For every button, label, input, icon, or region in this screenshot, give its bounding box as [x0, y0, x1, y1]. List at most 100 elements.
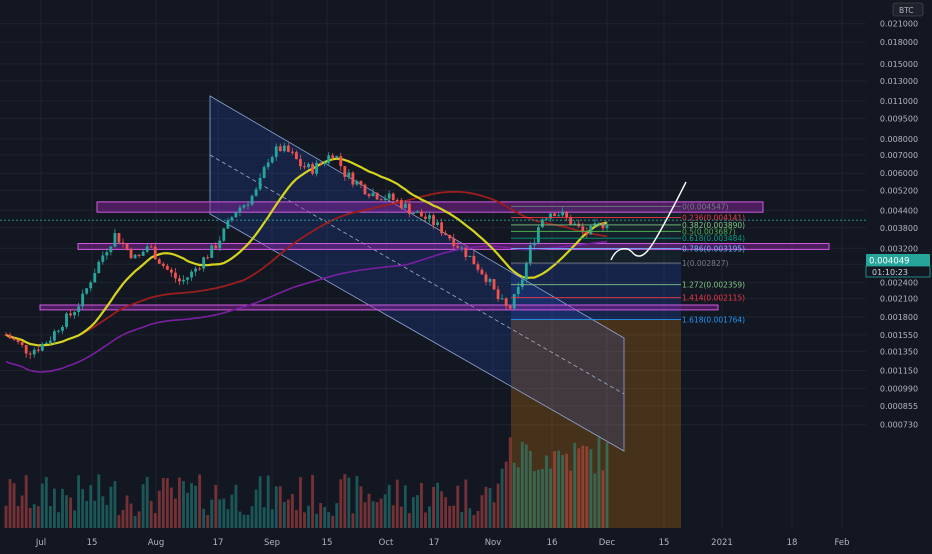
volume-bar — [230, 494, 234, 528]
price-tick-label: 0.006000 — [880, 169, 918, 178]
volume-bar — [411, 497, 415, 528]
candle-body — [242, 205, 246, 208]
volume-bar — [186, 492, 189, 528]
volume-bar — [508, 437, 512, 528]
candle-body — [73, 312, 76, 316]
time-tick-label: Nov — [485, 538, 502, 548]
candle-body — [363, 184, 367, 195]
volume-bar — [250, 506, 254, 528]
candle-body — [383, 198, 387, 200]
volume-bar — [234, 484, 238, 528]
volume-bar — [577, 448, 581, 528]
grid — [0, 0, 866, 528]
volume-bar — [597, 437, 601, 528]
candle-body — [69, 313, 72, 316]
ma-slow-line — [5, 240, 608, 373]
candlesticks — [4, 142, 609, 360]
candle-body — [355, 181, 359, 185]
volume-bar — [371, 501, 375, 528]
volume-bar — [113, 481, 117, 528]
candle-body — [436, 222, 439, 225]
candle-body — [105, 252, 109, 256]
volume-bar — [65, 495, 68, 528]
candle-body — [597, 223, 601, 225]
candle-body — [40, 343, 44, 351]
volume-bar — [4, 505, 8, 528]
volume-bar — [266, 475, 270, 528]
price-tick-label: 0.021000 — [880, 20, 918, 29]
price-tick-label: 0.003200 — [880, 244, 918, 253]
volume-bar — [12, 483, 16, 528]
zone-box — [39, 304, 719, 311]
candle-body — [65, 313, 68, 327]
candle-body — [500, 298, 504, 300]
candle-body — [169, 269, 173, 273]
volume-bar — [416, 495, 419, 528]
volume-bar — [420, 482, 423, 528]
volume-bar — [278, 486, 282, 528]
price-tick-label: 0.009500 — [880, 114, 918, 123]
candle-body — [44, 342, 48, 344]
candle-body — [391, 193, 395, 200]
candle-body — [153, 246, 157, 260]
volume-bar — [161, 477, 165, 528]
symbol-badge[interactable] — [892, 2, 924, 17]
volume-bar — [286, 499, 290, 528]
candle-body — [81, 293, 85, 307]
candle-body — [520, 279, 524, 287]
candle-body — [512, 294, 516, 309]
channel-body — [209, 95, 625, 452]
volume-bar — [178, 477, 181, 528]
candle-body — [569, 217, 573, 225]
candle-body — [496, 289, 500, 299]
candle-body — [456, 246, 460, 248]
channel-midline — [209, 154, 625, 395]
candle-body — [516, 286, 520, 295]
time-axis-bg[interactable] — [0, 528, 932, 550]
candle-body — [182, 279, 185, 282]
time-tick-label: Aug — [148, 538, 165, 548]
candle-body — [589, 225, 593, 235]
candle-body — [198, 268, 202, 270]
volume-bar — [262, 507, 266, 528]
volume-bar — [311, 474, 314, 528]
time-axis[interactable]: Jul 15 Aug 17 Sep 15 Oct 17 Nov 16 Dec 15 2021 18 Feb — [35, 538, 850, 548]
volume-bar — [355, 476, 359, 528]
volume-bar — [573, 442, 577, 528]
time-tick-label: 17 — [429, 538, 440, 548]
volume-bar — [303, 512, 306, 528]
candle-body — [581, 226, 585, 232]
candle-body — [85, 288, 89, 294]
candle-body — [174, 272, 177, 279]
candle-body — [411, 212, 415, 214]
candle-body — [89, 282, 93, 289]
fib-level-label: 0.236(0.004141) — [682, 214, 745, 223]
volume-bar — [561, 454, 565, 528]
price-tick-label: 0.000730 — [880, 421, 918, 430]
candle-body — [109, 246, 113, 253]
volume-bar — [343, 474, 347, 528]
candle-body — [125, 243, 129, 250]
volume-bar — [585, 446, 589, 528]
volume-bar — [53, 488, 56, 528]
volume-bar — [448, 505, 452, 528]
volume-bar — [339, 479, 343, 528]
current-price-label: 0.004049 — [869, 257, 910, 267]
price-tick-label: 0.005200 — [880, 186, 918, 195]
volume-bar — [363, 502, 367, 528]
volume-bar — [109, 486, 113, 528]
price-axis[interactable]: 0.021000 0.018000 0.015000 0.013000 0.011000… — [880, 20, 918, 430]
time-tick-label: 15 — [87, 538, 98, 548]
candle-body — [93, 273, 97, 283]
time-tick-label: 15 — [659, 538, 670, 548]
candle-body — [145, 246, 149, 252]
candle-body — [32, 349, 36, 355]
volume-bar — [282, 501, 286, 528]
candle-body — [480, 269, 484, 275]
volume-bar — [335, 503, 339, 528]
time-tick-label: 17 — [213, 538, 224, 548]
candle-body — [4, 334, 8, 336]
volume-bar — [565, 453, 569, 528]
